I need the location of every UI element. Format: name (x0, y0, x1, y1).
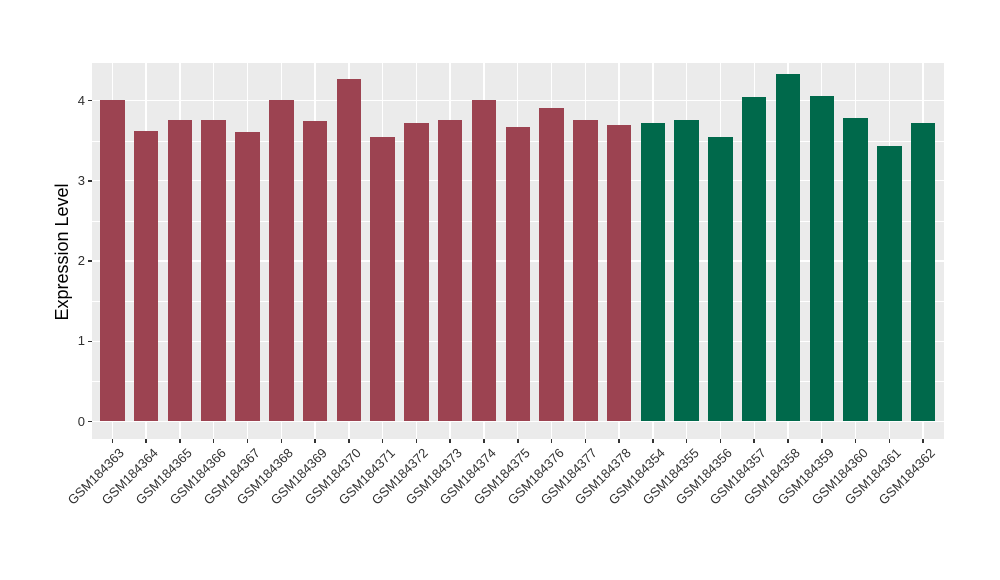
x-tick-mark (348, 439, 350, 443)
bar (235, 131, 260, 422)
x-tick-mark (550, 439, 553, 443)
bar (370, 137, 395, 422)
bar (708, 137, 733, 422)
bar (437, 119, 463, 422)
y-tick-mark (87, 260, 92, 262)
bar (640, 122, 666, 422)
bar (471, 99, 497, 422)
bar (843, 118, 868, 422)
bar (133, 130, 159, 422)
y-tick-mark (87, 420, 92, 423)
y-tick-label: 2 (77, 253, 85, 269)
bar (201, 119, 226, 422)
bar (674, 119, 699, 422)
x-tick-mark (280, 439, 283, 443)
x-tick-mark (821, 439, 823, 443)
y-tick-label: 4 (77, 92, 85, 108)
horizontal-major-gridline (92, 99, 944, 102)
x-tick-mark (685, 439, 688, 443)
y-axis-title: Expression Level (52, 183, 72, 321)
bar (505, 126, 530, 422)
x-tick-mark (483, 439, 485, 443)
y-tick-mark (87, 99, 92, 102)
bar (775, 74, 801, 422)
x-tick-mark (111, 439, 114, 443)
x-tick-mark (888, 439, 891, 443)
bar (167, 119, 193, 422)
bar (809, 96, 834, 422)
bar (606, 125, 632, 422)
x-tick-mark (314, 439, 316, 443)
x-tick-mark (719, 439, 722, 443)
x-tick-mark (381, 439, 384, 443)
bar (573, 119, 598, 422)
y-tick-mark (87, 180, 92, 182)
bar (741, 97, 767, 422)
bar (336, 78, 362, 422)
y-tick-label: 3 (77, 172, 85, 188)
bar (302, 121, 328, 422)
bar (877, 146, 902, 422)
x-tick-mark (179, 439, 181, 443)
bar (910, 122, 936, 422)
y-tick-label: 0 (77, 413, 85, 429)
x-tick-mark (854, 439, 857, 443)
x-tick-mark (618, 439, 620, 443)
x-tick-mark (449, 439, 451, 443)
horizontal-major-gridline (92, 420, 944, 423)
y-tick-label: 1 (77, 333, 85, 349)
x-tick-mark (517, 439, 519, 443)
x-tick-mark (246, 439, 249, 443)
bar (404, 122, 429, 422)
bar (539, 107, 564, 422)
x-tick-mark (753, 439, 755, 443)
bar (100, 99, 125, 422)
x-tick-mark (584, 439, 587, 443)
x-tick-mark (415, 439, 418, 443)
y-tick-mark (87, 340, 92, 342)
x-tick-mark (652, 439, 654, 443)
bar (269, 99, 294, 422)
x-tick-mark (145, 439, 147, 443)
x-tick-mark (922, 439, 924, 443)
x-tick-mark (787, 439, 789, 443)
x-tick-mark (212, 439, 215, 443)
